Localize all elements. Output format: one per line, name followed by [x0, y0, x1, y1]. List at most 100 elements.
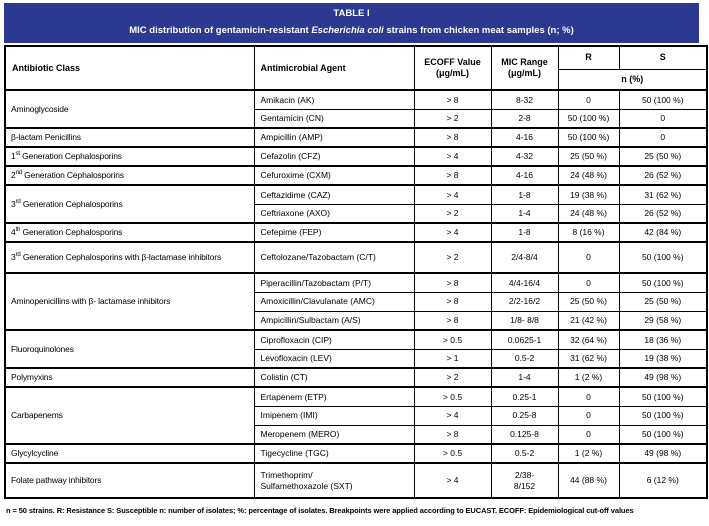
- table-row: Gentamicin (CN) > 2 2-8 50 (100 %) 0: [5, 108, 708, 129]
- ecoff-value-cell: > 8: [413, 165, 492, 186]
- antibiotic-class-cell: 3rd Generation Cephalosporins: [4, 184, 255, 224]
- class-label-sup: st: [15, 151, 21, 158]
- class-label: 3: [11, 252, 16, 263]
- antimicrobial-agent-cell: Piperacillin/Tazobactam (P/T): [253, 272, 415, 293]
- mic-range-cell: 0.5-2: [490, 443, 559, 464]
- ecoff-value-cell: > 4: [413, 184, 492, 205]
- antimicrobial-agent-cell: Imipenem (IMI): [253, 405, 415, 426]
- r-count-cell: 31 (62 %): [557, 348, 620, 369]
- r-count-cell: 24 (48 %): [557, 203, 620, 224]
- class-label: Fluoroquinolones: [11, 343, 74, 354]
- mic-range-cell: 0.0625-1: [490, 329, 559, 350]
- class-label-sup: th: [15, 227, 21, 234]
- r-count-cell: 25 (50 %): [557, 291, 620, 312]
- s-count-cell: 50 (100 %): [618, 272, 708, 293]
- table-row: Amoxicillin/Clavulanate (AMC) > 8 2/2-16…: [5, 291, 708, 312]
- antibiotic-class-cell: 4th Generation Cephalosporins: [4, 222, 255, 243]
- s-count-cell: 0: [618, 108, 708, 129]
- class-label: 4: [11, 227, 16, 238]
- table-row: Imipenem (IMI) > 4 0.25-8 0 50 (100 %): [5, 405, 708, 426]
- mic-range-cell: 2/4-8/4: [490, 241, 559, 274]
- antimicrobial-agent-cell: Tigecycline (TGC): [253, 443, 415, 464]
- r-count-cell: 0: [557, 386, 620, 407]
- antimicrobial-agent-cell: Ciprofloxacin (CIP): [253, 329, 415, 350]
- class-label-rest: Generation Cephalosporins: [19, 151, 122, 162]
- antimicrobial-agent-cell: Gentamicin (CN): [253, 108, 415, 129]
- r-count-cell: 24 (48 %): [557, 165, 620, 186]
- table-row: Ampicillin/Sulbactam (A/S) > 8 1/8- 8/8 …: [5, 310, 708, 331]
- antibiotic-class-cell: Fluoroquinolones: [4, 329, 255, 369]
- table-caption: MIC distribution of gentamicin-resistant…: [7, 25, 696, 36]
- antimicrobial-agent-cell: Cefazolin (CFZ): [253, 146, 415, 167]
- caption-prefix: MIC distribution of gentamicin-resistant: [129, 25, 312, 36]
- antibiotic-class-cell: Polymyxins: [4, 367, 255, 388]
- ecoff-value-cell: > 2: [413, 203, 492, 224]
- s-count-cell: 18 (36 %): [618, 329, 708, 350]
- ecoff-value-cell: > 8: [413, 424, 492, 445]
- mic-range-cell: 0.25-8: [490, 405, 559, 426]
- class-label: Folate pathway inhibitors: [11, 475, 102, 486]
- s-count-cell: 29 (58 %): [618, 310, 708, 331]
- s-count-cell: 49 (98 %): [618, 367, 708, 388]
- r-count-cell: 25 (50 %): [557, 146, 620, 167]
- antibiotic-class-cell: 2nd Generation Cephalosporins: [4, 165, 255, 186]
- header-antimicrobial-agent: Antimicrobial Agent: [253, 45, 415, 91]
- table-row: Folate pathway inhibitors Trimethoprim/ …: [4, 462, 708, 499]
- class-label-rest: Generation Cephalosporins: [21, 170, 124, 181]
- ecoff-value-cell: > 0.5: [413, 386, 492, 407]
- antimicrobial-agent-cell: Amoxicillin/Clavulanate (AMC): [253, 291, 415, 312]
- antibiotic-class-cell: Aminopenicillins with β- lactamase inhib…: [4, 272, 255, 331]
- ecoff-value-cell: > 8: [413, 310, 492, 331]
- mic-range-cell: 4/4-16/4: [490, 272, 559, 293]
- class-label-rest: Generation Cephalosporins: [20, 227, 123, 238]
- s-count-cell: 26 (52 %): [618, 165, 708, 186]
- antibiotic-class-cell: 1st Generation Cephalosporins: [4, 146, 255, 167]
- ecoff-value-cell: > 8: [413, 272, 492, 293]
- table-row: Aminoglycoside Amikacin (AK) > 8 8-32 0 …: [4, 89, 708, 129]
- mic-range-cell: 0.25-1: [490, 386, 559, 407]
- s-count-cell: 0: [618, 127, 708, 148]
- caption-suffix: strains from chicken meat samples (n; %): [383, 25, 574, 36]
- header-antibiotic-class: Antibiotic Class: [4, 45, 255, 91]
- s-count-cell: 25 (50 %): [618, 291, 708, 312]
- ecoff-value-cell: > 4: [413, 222, 492, 243]
- table-row: 2nd Generation Cephalosporins Cefuroxime…: [4, 165, 708, 186]
- caption-species-italic: Escherichia coli: [311, 25, 384, 36]
- r-count-cell: 1 (2 %): [557, 443, 620, 464]
- s-count-cell: 26 (52 %): [618, 203, 708, 224]
- s-count-cell: 31 (62 %): [618, 184, 708, 205]
- class-label-sup: nd: [15, 170, 23, 177]
- r-count-cell: 1 (2 %): [557, 367, 620, 388]
- s-count-cell: 50 (100 %): [618, 424, 708, 445]
- mic-range-cell: 1/8- 8/8: [490, 310, 559, 331]
- s-count-cell: 49 (98 %): [618, 443, 708, 464]
- ecoff-value-cell: > 8: [413, 291, 492, 312]
- r-count-cell: 0: [557, 424, 620, 445]
- r-count-cell: 21 (42 %): [557, 310, 620, 331]
- antibiotic-class-cell: Folate pathway inhibitors: [4, 462, 255, 499]
- r-count-cell: 8 (16 %): [557, 222, 620, 243]
- ecoff-value-cell: > 1: [413, 348, 492, 369]
- table-row: Polymyxins Colistin (CT) > 2 1-4 1 (2 %)…: [4, 367, 708, 388]
- antimicrobial-agent-cell: Cefepime (FEP): [253, 222, 415, 243]
- header-mic-range: MIC Range (μg/mL): [490, 45, 559, 91]
- table-row: 3rd Generation Cephalosporins with β-lac…: [4, 241, 708, 274]
- class-label: 3: [11, 198, 16, 209]
- class-label-rest: Generation Cephalosporins with β-lactama…: [20, 252, 222, 263]
- table-footnote: n = 50 strains. R: Resistance S: Suscept…: [6, 506, 634, 515]
- mic-range-cell: 4-16: [490, 165, 559, 186]
- mic-range-cell: 1-4: [490, 367, 559, 388]
- r-count-cell: 50 (100 %): [557, 127, 620, 148]
- class-label: 1: [11, 151, 16, 162]
- mic-range-cell: 0.125-8: [490, 424, 559, 445]
- r-count-cell: 44 (88 %): [557, 462, 620, 499]
- header-s: S: [618, 45, 708, 70]
- antimicrobial-agent-cell: Amikacin (AK): [253, 89, 415, 110]
- antimicrobial-agent-cell: Ampicillin (AMP): [253, 127, 415, 148]
- antibiotic-class-cell: β-lactam Penicillins: [4, 127, 255, 148]
- r-count-cell: 0: [557, 89, 620, 110]
- table-body: Aminoglycoside Amikacin (AK) > 8 8-32 0 …: [4, 89, 708, 499]
- r-count-cell: 0: [557, 405, 620, 426]
- r-count-cell: 0: [557, 272, 620, 293]
- mic-range-cell: 0.5-2: [490, 348, 559, 369]
